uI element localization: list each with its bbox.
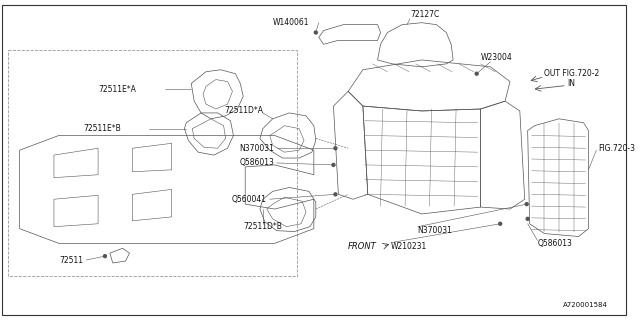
Text: 72511: 72511 — [59, 256, 83, 265]
Circle shape — [526, 217, 529, 220]
Text: W210231: W210231 — [390, 242, 427, 251]
Text: OUT FIG.720-2: OUT FIG.720-2 — [545, 69, 600, 78]
Text: Q586013: Q586013 — [538, 239, 572, 248]
Circle shape — [475, 72, 478, 75]
Text: N370031: N370031 — [417, 226, 452, 235]
Bar — [8, 50, 297, 276]
Text: 72511D*A: 72511D*A — [224, 107, 263, 116]
Text: 72127C: 72127C — [410, 10, 439, 19]
Text: 72511E*A: 72511E*A — [98, 85, 136, 94]
Text: W23004: W23004 — [481, 52, 513, 61]
Circle shape — [499, 222, 502, 225]
Text: FIG.720-3: FIG.720-3 — [598, 144, 636, 153]
Text: A720001584: A720001584 — [563, 302, 608, 308]
Circle shape — [525, 203, 528, 206]
Text: N370031: N370031 — [240, 144, 275, 153]
Circle shape — [104, 255, 106, 258]
Text: W140061: W140061 — [273, 18, 309, 27]
Text: FRONT: FRONT — [348, 242, 377, 251]
Circle shape — [314, 31, 317, 34]
Text: 72511E*B: 72511E*B — [83, 124, 121, 133]
Text: IN: IN — [567, 79, 575, 88]
Text: 72511D*B: 72511D*B — [243, 222, 282, 231]
Circle shape — [334, 193, 337, 196]
Circle shape — [334, 147, 337, 150]
Text: Q586013: Q586013 — [240, 158, 275, 167]
Text: Q560041: Q560041 — [232, 195, 267, 204]
Circle shape — [332, 164, 335, 166]
